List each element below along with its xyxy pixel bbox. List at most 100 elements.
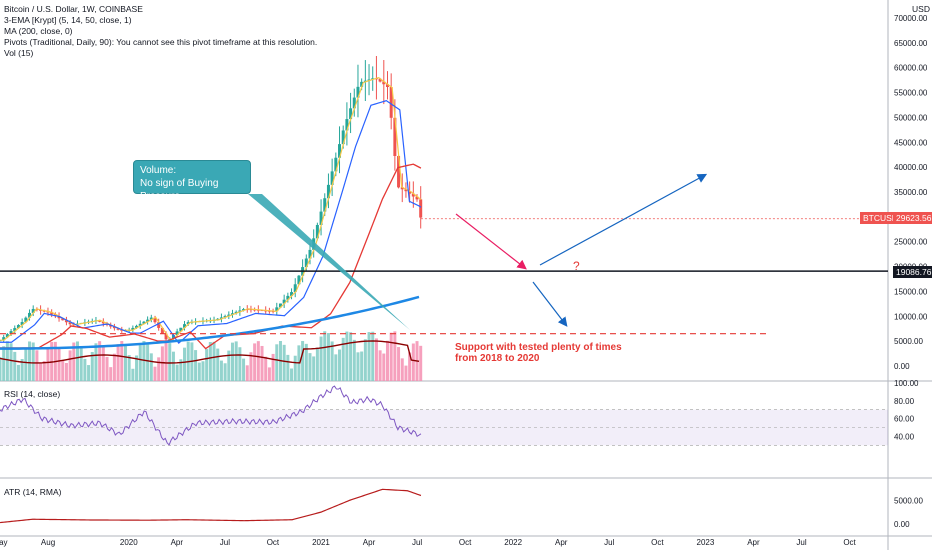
candle-body [356,86,360,98]
volume-bar [123,344,127,381]
time-tick-label: 2021 [312,538,330,547]
time-tick-label: 2020 [120,538,138,547]
ma200-line [0,295,420,350]
time-tick-label: Apr [363,538,376,547]
volume-bar [179,359,183,381]
candle-body [175,331,179,336]
volume-bar [42,360,46,381]
candle-body [186,322,190,325]
volume-bar [352,339,356,381]
volume-note-text: No sign of Buying Pressure [140,178,219,202]
time-tick-label: Jul [604,538,614,547]
support-level-tag: 19086.76 [893,266,932,278]
volume-bar [157,357,161,381]
volume-bar [378,350,382,381]
volume-bar [57,348,61,381]
candle-body [68,322,72,325]
volume-note-title: Volume: [140,165,177,176]
candle-body [138,323,142,326]
candle-body [234,311,238,314]
candle-body [9,331,13,335]
currency-label: USD [912,4,930,14]
price-tick-label: 5000.00 [894,337,923,346]
volume-bar [112,353,116,381]
candle-body [382,81,386,85]
candle-body [146,319,150,322]
candle-body [135,325,139,328]
volume-bar [142,341,146,381]
volume-bar [183,347,187,381]
price-tick-label: 15000.00 [894,287,928,296]
volume-bar [61,360,65,381]
candle-body [293,284,297,293]
time-tick-label: Jul [412,538,422,547]
volume-bar [2,346,6,381]
candle-body [341,130,345,145]
volume-bar [64,363,68,381]
volume-bar [312,356,316,381]
volume-bar [389,332,393,381]
candle-body [367,79,371,81]
volume-bar [282,344,286,381]
price-tick-label: 40000.00 [894,163,928,172]
symbol-title: Bitcoin / U.S. Dollar, 1W, COINBASE [4,4,143,14]
time-tick-label: Jul [796,538,806,547]
volume-bar [35,350,39,381]
candle-body [411,193,415,197]
volume-bar [90,351,94,381]
volume-bar [275,344,279,381]
volume-bar [393,331,397,381]
candle-body [5,334,9,338]
volume-bar [242,358,246,381]
candle-body [101,321,105,324]
volume-bar [260,345,264,381]
time-tick-label: Apr [555,538,568,547]
rsi-tick-label: 40.00 [894,432,915,441]
time-tick-label: Apr [747,538,760,547]
volume-bar [230,342,234,381]
candle-body [28,312,32,318]
atr-tick-label: 5000.00 [894,496,923,505]
volume-bar [72,342,76,381]
volume-bar [349,332,353,381]
volume-bar [319,336,323,381]
volume-bar [16,364,20,381]
candle-body [400,187,404,190]
last-price-tag: 29623.56 [893,212,932,224]
price-tick-label: 10000.00 [894,312,928,321]
time-tick-label: May [0,538,8,547]
volume-bar [98,341,102,381]
candle-body [64,320,68,323]
candle-body [171,335,175,339]
candles [0,55,423,343]
volume-bar [153,366,157,381]
volume-bar [411,343,415,381]
candle-body [323,198,327,212]
candle-body [16,325,20,329]
volume-bar [87,365,91,381]
candle-body [419,199,423,218]
volume-bar [286,354,290,381]
atr-tick-label: 0.00 [894,520,910,529]
volume-bar [293,355,297,381]
time-tick-label: 2022 [504,538,522,547]
candle-body [24,317,28,323]
volume-bar [197,362,201,381]
red-arrow [455,213,527,270]
time-tick-label: Aug [41,538,55,547]
candle-body [112,326,116,329]
volume-bar [334,354,338,381]
price-tick-label: 35000.00 [894,188,928,197]
volume-bar [382,353,386,381]
candle-body [223,316,227,318]
candle-body [304,258,308,268]
volume-bar [68,350,72,381]
candle-body [371,78,375,80]
blue-down-arrow [532,281,568,327]
volume-bar [238,347,242,381]
blue-up-arrow [539,173,708,266]
support-note-line2: from 2018 to 2020 [455,353,540,364]
volume-bar [267,367,271,381]
volume-bar [271,353,275,381]
